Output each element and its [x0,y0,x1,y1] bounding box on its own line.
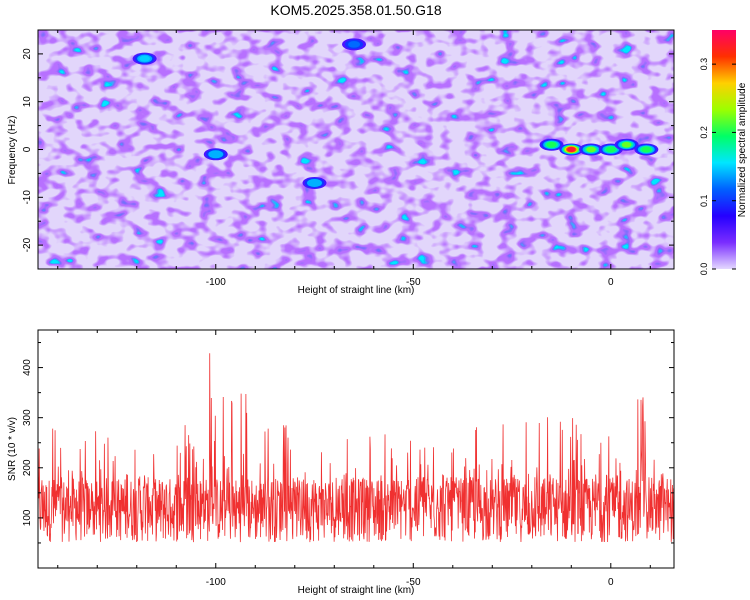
snr-frame [37,329,675,569]
heatmap-hotspot [605,146,616,153]
colorbar-tick-label: 0.1 [699,194,709,207]
colorbar-ticks: 0.0 0.1 0.2 0.3 [699,58,736,275]
figure-title: KOM5.2025.358.01.50.G18 [270,2,441,18]
y-tick-label: -10 [22,190,33,205]
spectrogram-y-ticks: -20 -10 0 10 20 [22,48,674,252]
spectrogram-hotspots [132,38,659,189]
snr-panel: -100 -50 0 100 200 300 400 Height of straight… [7,329,675,596]
colorbar-scale [712,30,736,269]
colorbar-tick-label: 0.0 [699,263,709,276]
snr-series-line [38,353,674,543]
heatmap-hotspot [546,141,557,148]
x-tick-label: -100 [206,577,226,588]
heatmap-hotspot [641,146,652,153]
heatmap-hotspot [348,41,361,48]
heatmap-hotspot [621,141,632,148]
spectrogram-x-ticks: -100 -50 0 [57,30,651,288]
y-tick-label: 10 [22,96,33,108]
x-tick-label: 0 [608,277,614,288]
heatmap-hotspot [139,55,150,62]
colorbar-tick-label: 0.2 [699,126,709,139]
y-tick-label: 400 [22,359,33,376]
x-tick-label: -100 [206,277,226,288]
colorbar: 0.0 0.1 0.2 0.3 Normalized spectral amplitu… [699,30,748,275]
snr-y-ticks: 100 200 300 400 [22,342,674,544]
y-tick-label: 300 [22,409,33,426]
heatmap-hotspot [586,146,596,153]
spectrogram-y-axis-label: Frequency (Hz) [7,116,18,185]
heatmap-hotspot [309,179,320,186]
y-tick-label: 20 [22,48,33,60]
colorbar-tick-label: 0.3 [699,58,709,71]
y-tick-label: 200 [22,459,33,476]
spectrogram-x-axis-label: Height of straight line (km) [298,285,415,296]
colorbar-label: Normalized spectral amplitude [737,82,748,217]
snr-y-axis-label: SNR (10 * v/v) [7,417,18,481]
x-tick-label: 0 [608,577,614,588]
snr-plot-area [38,330,674,568]
heatmap-hotspot [567,147,576,152]
y-tick-label: 0 [22,146,33,152]
heatmap-hotspot [210,151,222,158]
snr-x-axis-label: Height of straight line (km) [298,585,415,596]
y-tick-label: -20 [22,237,33,252]
snr-x-ticks: -100 -50 0 [57,330,651,588]
x-tick-label: -50 [406,577,421,588]
y-tick-label: 100 [22,509,33,526]
x-tick-label: -50 [406,277,421,288]
